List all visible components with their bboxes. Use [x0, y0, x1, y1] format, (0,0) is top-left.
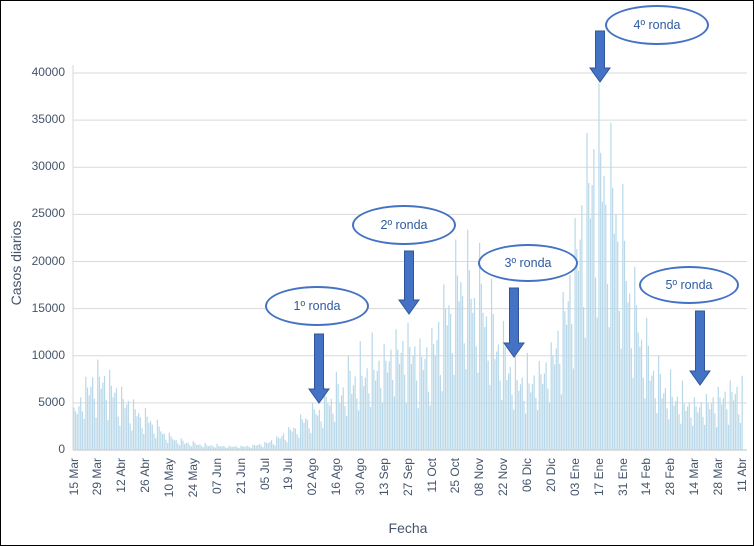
down-arrow-icon	[503, 287, 525, 358]
y-tick-label: 40000	[31, 65, 65, 79]
bars-group	[73, 83, 743, 451]
x-axis-title: Fecha	[388, 520, 428, 536]
x-tick-label: 16 Ago	[329, 458, 344, 496]
x-tick-label: 20 Dic	[543, 458, 558, 493]
y-tick-label: 0	[58, 442, 65, 456]
x-tick-label: 22 Nov	[496, 458, 511, 497]
down-arrow-icon	[308, 333, 330, 404]
x-tick-label: 26 Abr	[138, 458, 153, 493]
x-tick-label: 13 Sep	[376, 458, 391, 497]
y-tick-label: 25000	[31, 206, 65, 221]
x-tick-label: 12 Abr	[114, 458, 129, 493]
x-tick-label: 14 Mar	[687, 458, 702, 496]
x-tick-label: 03 Ene	[567, 458, 582, 497]
x-tick-label: 21 Jun	[233, 458, 248, 495]
x-tick-label: 25 Oct	[448, 458, 463, 494]
wave-annotation-2: 2º ronda	[352, 205, 456, 245]
wave-annotation-1: 1º ronda	[265, 286, 369, 326]
x-tick-label: 11 Oct	[424, 458, 439, 493]
y-tick-label: 20000	[31, 253, 65, 268]
y-tick-label: 35000	[31, 112, 65, 127]
y-tick-label: 30000	[31, 159, 65, 174]
x-tick-label: 02 Ago	[305, 458, 320, 496]
x-tick-label: 10 May	[162, 458, 177, 498]
down-arrow-icon	[589, 30, 611, 83]
down-arrow-icon	[689, 310, 711, 386]
x-tick-label: 30 Ago	[353, 458, 368, 496]
wave-annotation-5: 5º ronda	[639, 266, 739, 304]
x-tick-label: 07 Jun	[209, 458, 224, 495]
x-tick-label: 14 Feb	[639, 458, 654, 496]
y-tick-label: 15000	[31, 300, 65, 315]
x-tick-label: 05 Jul	[257, 458, 272, 491]
x-tick-label: 08 Nov	[472, 458, 487, 497]
x-tick-label: 06 Dic	[520, 458, 535, 493]
wave-annotation-3: 3º ronda	[478, 244, 578, 282]
x-tick-label: 19 Jul	[281, 458, 296, 491]
x-tick-label: 27 Sep	[400, 458, 415, 497]
x-tick-label: 17 Ene	[591, 458, 606, 497]
down-arrow-icon	[398, 250, 420, 315]
wave-annotation-4: 4º ronda	[605, 5, 709, 45]
x-tick-label: 15 Mar	[66, 458, 81, 496]
x-tick-label: 24 May	[185, 458, 200, 498]
y-tick-label: 5000	[38, 394, 65, 409]
annotation-arrows-group	[308, 30, 711, 404]
x-tick-label: 31 Ene	[615, 458, 630, 497]
x-tick-label: 11 Abr	[734, 458, 749, 492]
x-tick-label: 29 Mar	[90, 458, 105, 496]
x-tick-label: 28 Feb	[663, 458, 678, 496]
x-tick-label: 28 Mar	[711, 458, 726, 496]
y-tick-label: 10000	[31, 347, 65, 362]
